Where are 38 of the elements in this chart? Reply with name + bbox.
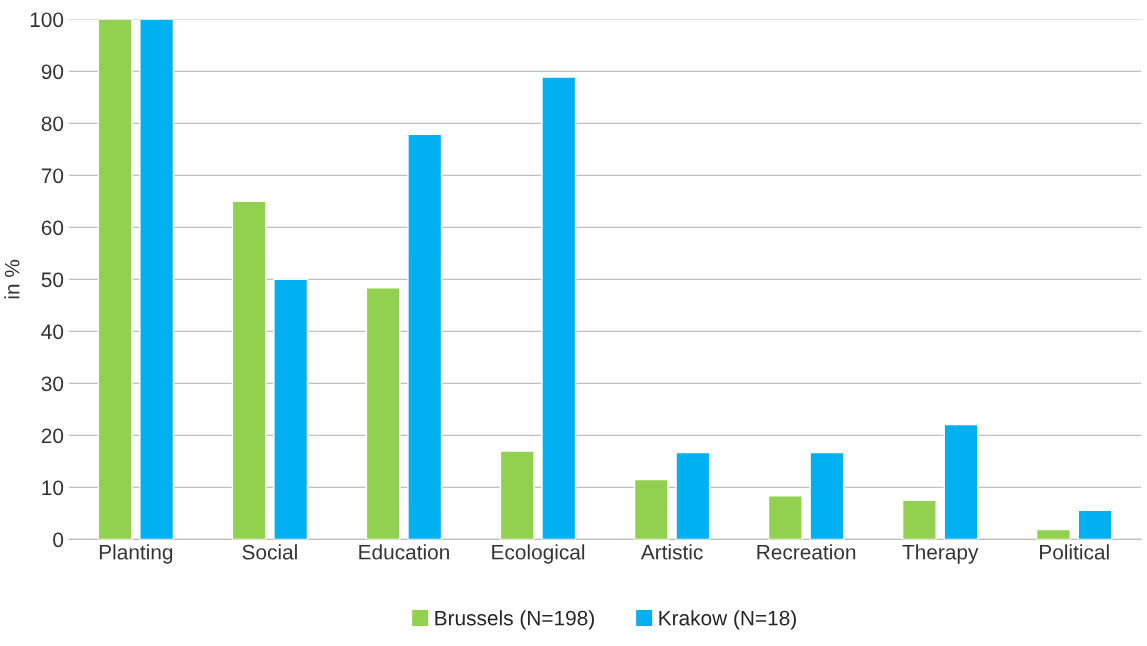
bar bbox=[97, 19, 133, 540]
y-tick-label: 70 bbox=[41, 168, 64, 184]
y-tick-label: 30 bbox=[41, 376, 64, 392]
y-axis-title: in % bbox=[4, 259, 20, 299]
x-tick-label: Political bbox=[1040, 544, 1109, 560]
bar bbox=[809, 451, 845, 540]
x-tick-label: Social bbox=[242, 544, 297, 560]
bar bbox=[1077, 509, 1113, 540]
y-tick-label: 40 bbox=[41, 324, 64, 340]
y-tick-label: 100 bbox=[30, 12, 64, 28]
bar bbox=[365, 287, 401, 540]
bar bbox=[633, 478, 669, 540]
bar bbox=[943, 423, 979, 540]
x-tick-label: Artistic bbox=[640, 544, 703, 560]
bar bbox=[231, 200, 267, 540]
bar bbox=[767, 495, 803, 540]
bar bbox=[273, 278, 309, 540]
x-tick-label: Therapy bbox=[902, 544, 979, 564]
y-tick-label: 20 bbox=[41, 428, 64, 444]
bar bbox=[139, 19, 175, 540]
bar bbox=[407, 133, 443, 540]
legend-label: Krakow (N=18) bbox=[659, 610, 796, 630]
bar bbox=[901, 499, 937, 540]
y-tick-label: 0 bbox=[53, 532, 64, 548]
bar bbox=[1036, 528, 1071, 540]
y-tick-label: 90 bbox=[41, 64, 64, 80]
y-tick-label: 10 bbox=[42, 480, 64, 496]
x-tick-label: Recreation bbox=[757, 544, 856, 560]
y-tick-label: 60 bbox=[41, 220, 64, 236]
legend-label: Brussels (N=198) bbox=[435, 610, 594, 630]
x-tick-label: Ecological bbox=[492, 544, 585, 564]
y-tick-label: 80 bbox=[41, 116, 64, 132]
bar bbox=[675, 451, 711, 540]
bar bbox=[541, 76, 577, 540]
y-tick-label: 50 bbox=[41, 272, 64, 288]
x-tick-label: Planting bbox=[99, 544, 173, 564]
bar bbox=[499, 450, 535, 540]
x-tick-label: Education bbox=[359, 544, 449, 560]
